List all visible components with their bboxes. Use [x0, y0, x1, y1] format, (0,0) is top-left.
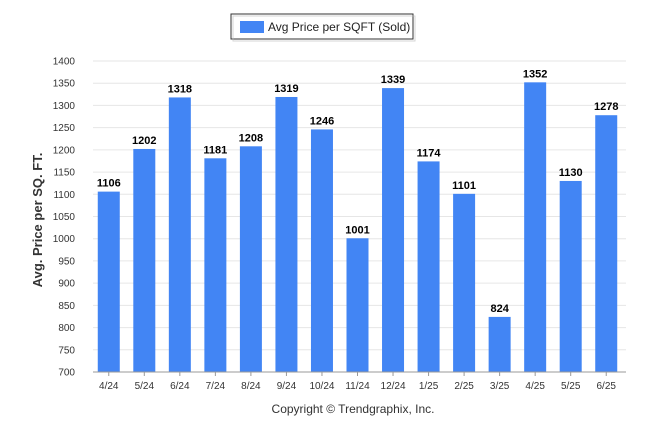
y-tick-label: 1200	[53, 145, 76, 156]
bars	[97, 82, 618, 373]
bar	[453, 193, 476, 372]
y-tick-label: 800	[58, 323, 75, 334]
y-tick-label: 1100	[53, 190, 75, 201]
x-tick-label: 5/24	[135, 381, 155, 392]
y-tick-label: 700	[58, 368, 75, 379]
bar	[417, 161, 440, 372]
x-tick-label: 5/25	[561, 381, 581, 392]
bar-value-label: 824	[490, 303, 509, 315]
y-axis-label: Avg. Price per SQ. FT.	[30, 153, 45, 288]
y-tick-label: 950	[58, 256, 75, 267]
x-tick-label: 9/24	[277, 381, 297, 392]
bar	[168, 97, 191, 372]
y-tick-label: 1250	[53, 123, 76, 134]
y-tick-label: 850	[58, 301, 75, 312]
bar	[595, 115, 618, 373]
x-tick-label: 12/24	[381, 381, 406, 392]
bar	[382, 88, 405, 372]
bar	[559, 180, 582, 372]
x-tick-label: 4/24	[99, 381, 119, 392]
y-tick-label: 1000	[53, 234, 76, 245]
x-axis-ticks: 4/24 5/24 6/24 7/24 8/24 9/24 10/24 11/24 12/24 1…	[99, 372, 616, 392]
bar-value-label: 1246	[310, 115, 334, 127]
bar-value-label: 1181	[203, 144, 227, 156]
legend-swatch	[240, 21, 264, 33]
x-tick-label: 3/25	[490, 381, 510, 392]
bar-value-labels: 1106 1202 1318 1181 1208 1319 1246 1001 1339 1174…	[97, 68, 619, 315]
bar-value-label: 1318	[168, 83, 192, 95]
bar-value-label: 1202	[132, 135, 156, 147]
bar-value-label: 1174	[417, 147, 442, 159]
bar	[239, 146, 262, 372]
bar-value-label: 1278	[594, 101, 618, 113]
y-tick-label: 900	[58, 279, 75, 290]
x-tick-label: 6/25	[596, 381, 616, 392]
x-tick-label: 4/25	[525, 381, 545, 392]
x-tick-label: 6/24	[170, 381, 190, 392]
y-tick-label: 1050	[53, 212, 76, 223]
bar-value-label: 1101	[452, 180, 476, 192]
x-tick-label: 2/25	[454, 381, 474, 392]
bar	[275, 96, 298, 372]
y-tick-label: 1400	[53, 57, 76, 68]
bar	[346, 238, 369, 372]
bar	[97, 191, 120, 372]
legend-label: Avg Price per SQFT (Sold)	[268, 20, 410, 34]
bar	[524, 82, 547, 372]
bar-value-label: 1106	[97, 178, 121, 190]
x-tick-label: 7/24	[206, 381, 226, 392]
bar-value-label: 1319	[274, 83, 298, 95]
x-tick-label: 11/24	[345, 381, 370, 392]
bar-value-label: 1339	[381, 74, 405, 86]
legend-shadow	[232, 15, 416, 42]
bar	[310, 129, 333, 372]
bar	[133, 148, 156, 372]
y-tick-label: 1350	[53, 79, 76, 90]
x-tick-label: 1/25	[419, 381, 439, 392]
y-tick-label: 750	[58, 345, 75, 356]
legend: Avg Price per SQFT (Sold)	[230, 13, 416, 42]
y-tick-label: 1150	[53, 168, 75, 179]
bar-value-label: 1208	[239, 132, 263, 144]
x-tick-label: 8/24	[241, 381, 261, 392]
bar-value-label: 1001	[345, 224, 369, 236]
copyright-footer: Copyright © Trendgraphix, Inc.	[272, 402, 435, 416]
bar-value-label: 1130	[559, 167, 583, 179]
bar-value-label: 1352	[523, 68, 547, 80]
x-tick-label: 10/24	[309, 381, 334, 392]
bar	[488, 316, 511, 372]
y-axis-ticks: 700 750 800 850 900 950 1000 1050 1100 1150 1200 12…	[53, 57, 76, 379]
bar	[204, 158, 227, 372]
y-tick-label: 1300	[53, 101, 76, 112]
